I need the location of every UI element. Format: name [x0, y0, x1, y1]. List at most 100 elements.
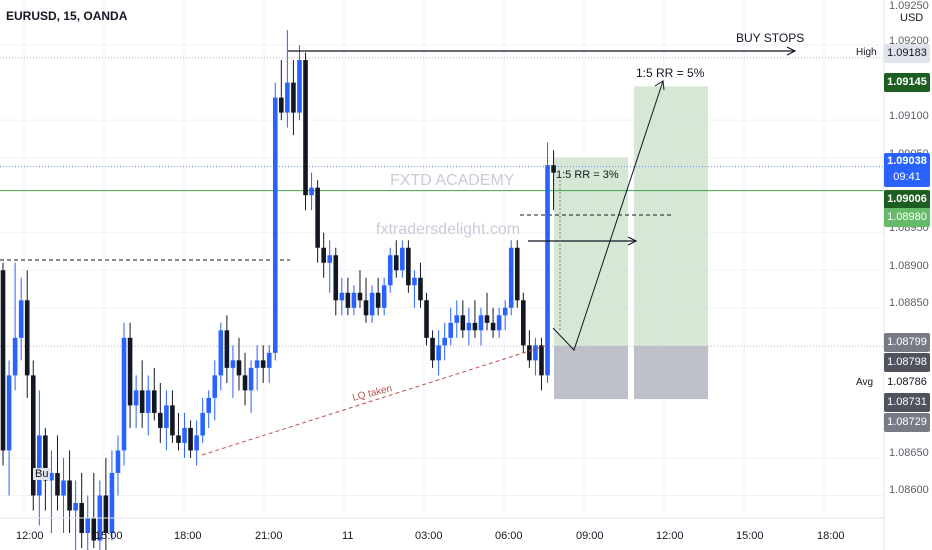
- projection-arrowhead: [654, 80, 665, 91]
- candles: [0, 30, 556, 550]
- candle-body: [212, 375, 218, 398]
- candle-body: [145, 390, 151, 413]
- loss-zone-small: [554, 346, 628, 400]
- candle-body: [309, 187, 314, 196]
- time-tick: 18:00: [174, 530, 202, 542]
- stop-price-pill-2: 1.08798: [884, 353, 930, 372]
- countdown: 09:41: [893, 171, 921, 183]
- candle-body: [158, 412, 163, 428]
- candle-body: [121, 337, 127, 451]
- candle-body: [297, 60, 302, 113]
- time-tick: 18:00: [817, 530, 845, 542]
- candle-body: [254, 360, 260, 368]
- candle-body: [248, 367, 254, 391]
- time-tick: 11: [342, 530, 354, 542]
- candle-body: [466, 322, 472, 331]
- candle-body: [508, 247, 514, 308]
- candle-body: [315, 187, 320, 248]
- currency-label: USD: [900, 12, 924, 24]
- rr5-label: 1:5 RR = 5%: [636, 66, 705, 80]
- avg-tag: Avg: [856, 377, 874, 388]
- candle-body: [182, 427, 187, 443]
- buy-stops-label: BUY STOPS: [736, 31, 805, 45]
- candle-body: [0, 270, 6, 451]
- candle-body: [200, 412, 205, 436]
- candle-body: [533, 345, 538, 361]
- candle-body: [454, 315, 460, 323]
- candle-body: [230, 360, 236, 368]
- price-tick: 1.09250: [889, 0, 929, 12]
- price-tick: 1.09100: [889, 110, 929, 122]
- candle-body: [133, 390, 139, 406]
- time-tick: 09:00: [576, 530, 604, 542]
- candle-body: [502, 307, 508, 316]
- axes: [0, 0, 885, 550]
- time-tick: 15:00: [736, 530, 764, 542]
- candle-body: [448, 322, 454, 338]
- candle-body: [67, 480, 72, 511]
- price-tick: 1.08900: [889, 260, 929, 272]
- candle-body: [170, 405, 175, 436]
- candle-body: [188, 427, 193, 451]
- price-tick: 1.08850: [889, 297, 929, 309]
- candle-body: [151, 390, 157, 413]
- candle-body: [490, 322, 496, 331]
- candle-body: [127, 337, 133, 406]
- time-tick: 12:00: [656, 530, 684, 542]
- candle-body: [194, 435, 199, 451]
- lq-trendline: [201, 345, 546, 456]
- candle-body: [351, 292, 357, 308]
- candle-body: [369, 292, 375, 316]
- candle-body: [357, 292, 363, 301]
- candle-body: [218, 330, 224, 376]
- buy-stops-arrowhead: [786, 46, 797, 56]
- candle-body: [55, 472, 60, 496]
- candle-body: [279, 97, 284, 113]
- candle-body: [327, 255, 333, 263]
- candle-body: [139, 390, 145, 413]
- entry-price-pill: 1.08980: [884, 208, 930, 227]
- candle-body: [400, 247, 405, 271]
- current-price: 1.09038: [887, 155, 927, 167]
- candle-body: [24, 300, 30, 376]
- candle-body: [49, 472, 54, 481]
- candle-body: [418, 277, 423, 301]
- loss-zone-large: [634, 346, 708, 400]
- candle-body: [539, 345, 544, 376]
- candle-body: [272, 97, 278, 353]
- candle-body: [545, 165, 550, 376]
- watermark-line2: fxtradersdelight.com: [376, 221, 521, 238]
- projection-path: [552, 80, 664, 351]
- candle-body: [85, 518, 91, 534]
- time-tick: 03:00: [415, 530, 443, 542]
- candle-body: [242, 375, 248, 391]
- candle-body: [91, 518, 97, 541]
- watermark-line1: FXTD ACADEMY: [390, 172, 515, 189]
- chart-grid: [0, 0, 884, 518]
- candle-body: [436, 345, 441, 361]
- candle-body: [176, 435, 181, 443]
- candle-body: [30, 375, 36, 496]
- high-tag: High: [856, 47, 877, 58]
- low-price-pill-2: 1.08729: [884, 413, 930, 432]
- candle-body: [266, 352, 272, 368]
- candle-body: [333, 255, 339, 301]
- candle-body: [442, 337, 447, 346]
- candle-body: [472, 322, 478, 331]
- high-price-pill: 1.09183: [884, 44, 930, 63]
- candle-body: [521, 300, 526, 346]
- candle-body: [527, 345, 532, 361]
- avg-price-pill: 1.08786: [884, 373, 930, 392]
- candle-body: [345, 292, 351, 308]
- candle-body: [430, 337, 435, 361]
- candle-body: [424, 300, 429, 338]
- candle-body: [61, 480, 66, 496]
- drawings: [201, 46, 797, 456]
- candle-body: [73, 502, 78, 511]
- candle-body: [375, 292, 381, 308]
- candle-body: [551, 165, 556, 173]
- candle-body: [43, 435, 48, 481]
- target-arrowhead: [627, 236, 638, 246]
- candle-body: [387, 255, 393, 286]
